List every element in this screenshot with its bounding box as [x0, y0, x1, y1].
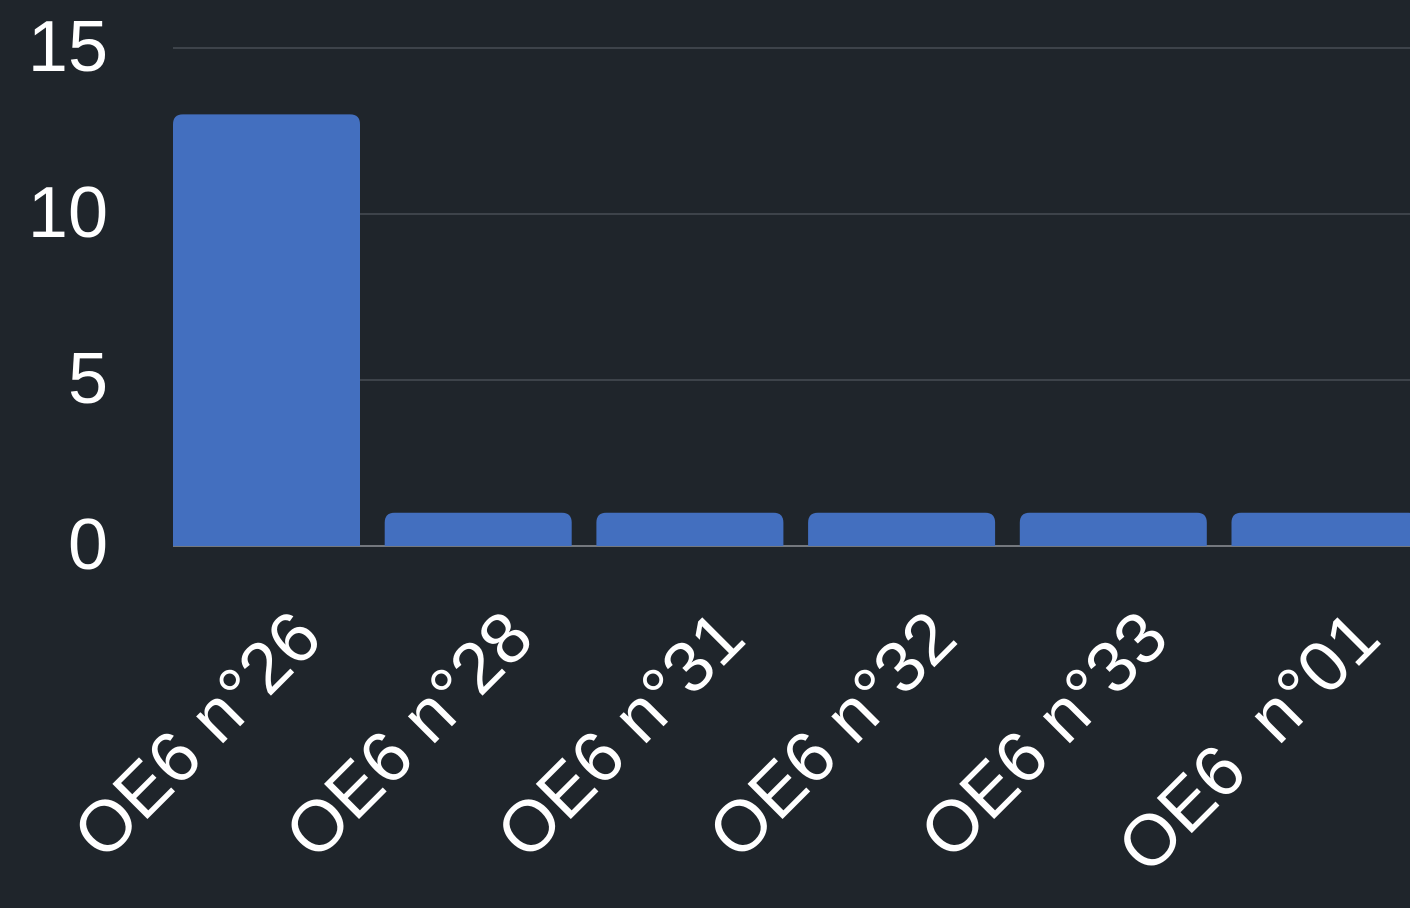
y-tick-label: 0 — [68, 505, 108, 585]
bar — [596, 512, 784, 546]
bar — [808, 512, 996, 546]
bar — [173, 114, 360, 547]
y-tick-label: 15 — [28, 7, 108, 87]
y-tick-label: 5 — [68, 339, 108, 419]
bar — [1231, 512, 1410, 546]
bar — [1019, 512, 1207, 546]
bar — [384, 512, 572, 546]
y-tick-label: 10 — [28, 173, 108, 253]
